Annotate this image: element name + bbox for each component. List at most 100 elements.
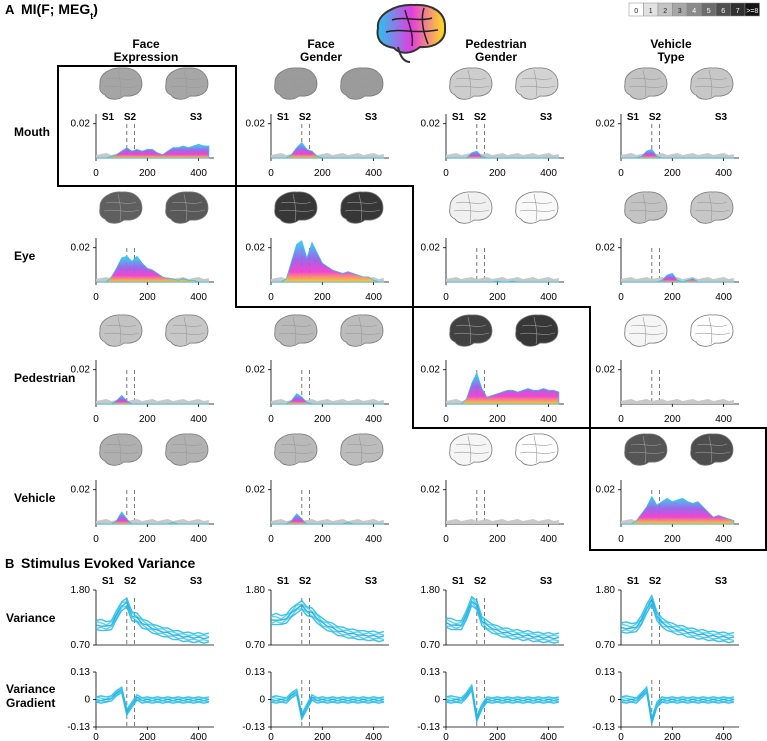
- x-tick-label: 400: [365, 168, 382, 179]
- mi-area: [621, 148, 734, 159]
- panel-a-title-sub: t: [90, 11, 93, 21]
- stage-label: S2: [649, 576, 662, 587]
- mi-cell: S1 S2 S3 0.02 0 200 400: [71, 67, 214, 179]
- x-tick-label: 200: [139, 414, 156, 425]
- y-tick-label: 0.13: [71, 667, 91, 678]
- colorbar-tick-label: 2: [663, 8, 667, 15]
- stage-label: S1: [277, 112, 290, 123]
- variance-line: [445, 600, 560, 640]
- y-tick-label: -0.13: [592, 722, 615, 733]
- gradient-line: [620, 685, 735, 721]
- column-headers: FaceExpressionFaceGenderPedestrianGender…: [114, 37, 692, 64]
- brain-icon: [624, 314, 668, 347]
- x-tick-label: 400: [190, 732, 207, 741]
- brain-icon: [340, 433, 384, 466]
- x-tick-label: 200: [314, 732, 331, 741]
- brain-icon: [515, 433, 559, 466]
- mi-cell: 0.02 0 200 400: [596, 433, 739, 545]
- panel-b-letter: B: [5, 556, 14, 571]
- highlight-box: [412, 306, 591, 429]
- x-tick-label: 0: [618, 168, 624, 179]
- stage-label: S1: [627, 576, 640, 587]
- x-tick-label: 0: [268, 732, 274, 741]
- stage-label: S2: [474, 112, 487, 123]
- x-tick-label: 200: [664, 292, 681, 303]
- brain-icon: [515, 314, 559, 347]
- row-label: Gradient: [6, 696, 55, 710]
- y-tick-label: 0.02: [71, 243, 91, 254]
- x-tick-label: 200: [314, 534, 331, 545]
- stage-label: S2: [124, 112, 137, 123]
- colorbar-tick-label: 0: [634, 8, 638, 15]
- variance-line: [445, 596, 560, 638]
- x-tick-label: 0: [443, 292, 449, 303]
- x-tick-label: 200: [489, 732, 506, 741]
- x-tick-label: 400: [190, 534, 207, 545]
- colorbar-tick-label: >=8: [746, 8, 758, 15]
- y-tick-label: 0.02: [71, 119, 91, 130]
- mi-area: [621, 495, 735, 525]
- stage-label: S2: [124, 576, 137, 587]
- x-tick-label: 400: [365, 732, 382, 741]
- variance-cell: S1 S2 S31.800.700.130-0.130 200 400: [67, 576, 214, 741]
- column-header-line1: Vehicle: [650, 37, 692, 51]
- null-distribution: [621, 399, 734, 404]
- y-tick-label: 0.02: [71, 485, 91, 496]
- mi-area: [96, 511, 209, 525]
- stage-label: S1: [452, 112, 465, 123]
- x-tick-label: 400: [715, 292, 732, 303]
- y-tick-label: 0: [84, 695, 90, 706]
- mi-cell: 0.02 0 200 400: [71, 433, 214, 545]
- y-tick-label: 0.02: [71, 365, 91, 376]
- brain-icon: [449, 433, 493, 466]
- y-tick-label: 0.70: [596, 640, 616, 651]
- highlight-boxes: [57, 65, 767, 551]
- x-tick-label: 0: [443, 534, 449, 545]
- y-tick-label: 0.02: [421, 365, 441, 376]
- colorbar-tick-label: 1: [649, 8, 653, 15]
- variance-line: [270, 604, 385, 638]
- x-tick-label: 200: [489, 292, 506, 303]
- colorbar-tick-label: 6: [721, 8, 725, 15]
- y-tick-label: 0.02: [246, 485, 266, 496]
- highlight-box: [57, 65, 237, 187]
- variance-line: [270, 603, 385, 636]
- brain-icon: [165, 433, 209, 466]
- mi-cell: 0.02 0 200 400: [596, 314, 739, 425]
- x-tick-label: 400: [365, 292, 382, 303]
- mi-area: [446, 280, 559, 283]
- brain-icon: [449, 191, 493, 224]
- variance-line: [270, 599, 385, 634]
- gradient-line: [620, 691, 735, 724]
- row-label: Vehicle: [14, 491, 56, 505]
- mi-cell: S1 S2 S3 0.02 0 200 400: [596, 67, 739, 179]
- x-tick-label: 400: [190, 414, 207, 425]
- mi-cell: 0.02 0 200 400: [246, 314, 389, 425]
- x-tick-label: 400: [715, 534, 732, 545]
- x-tick-label: 200: [664, 414, 681, 425]
- brain-icon: [449, 314, 493, 347]
- variance-line: [95, 601, 210, 640]
- variance-line: [445, 595, 560, 636]
- y-tick-label: 1.80: [246, 585, 266, 596]
- y-tick-label: 0.02: [421, 485, 441, 496]
- mi-cell: 0.02 0 200 400: [71, 191, 214, 303]
- stage-label: S1: [102, 112, 115, 123]
- mi-cell: 0.02 0 200 400: [596, 191, 739, 303]
- x-tick-label: 200: [139, 168, 156, 179]
- x-tick-label: 0: [618, 292, 624, 303]
- mi-area: [446, 150, 559, 159]
- stage-label: S3: [190, 576, 203, 587]
- x-tick-label: 0: [268, 292, 274, 303]
- y-tick-label: 0.02: [596, 119, 616, 130]
- y-tick-label: 0.02: [246, 119, 266, 130]
- y-tick-label: 0.02: [246, 365, 266, 376]
- x-tick-label: 200: [489, 534, 506, 545]
- variance-cell: S1 S2 S31.800.700.130-0.130 200 400: [242, 576, 389, 741]
- highlight-box: [235, 185, 414, 308]
- y-tick-label: -0.13: [242, 722, 265, 733]
- stage-label: S2: [649, 112, 662, 123]
- brain-icon: [690, 191, 734, 224]
- column-header-line2: Type: [657, 50, 684, 64]
- variance-line: [620, 598, 735, 639]
